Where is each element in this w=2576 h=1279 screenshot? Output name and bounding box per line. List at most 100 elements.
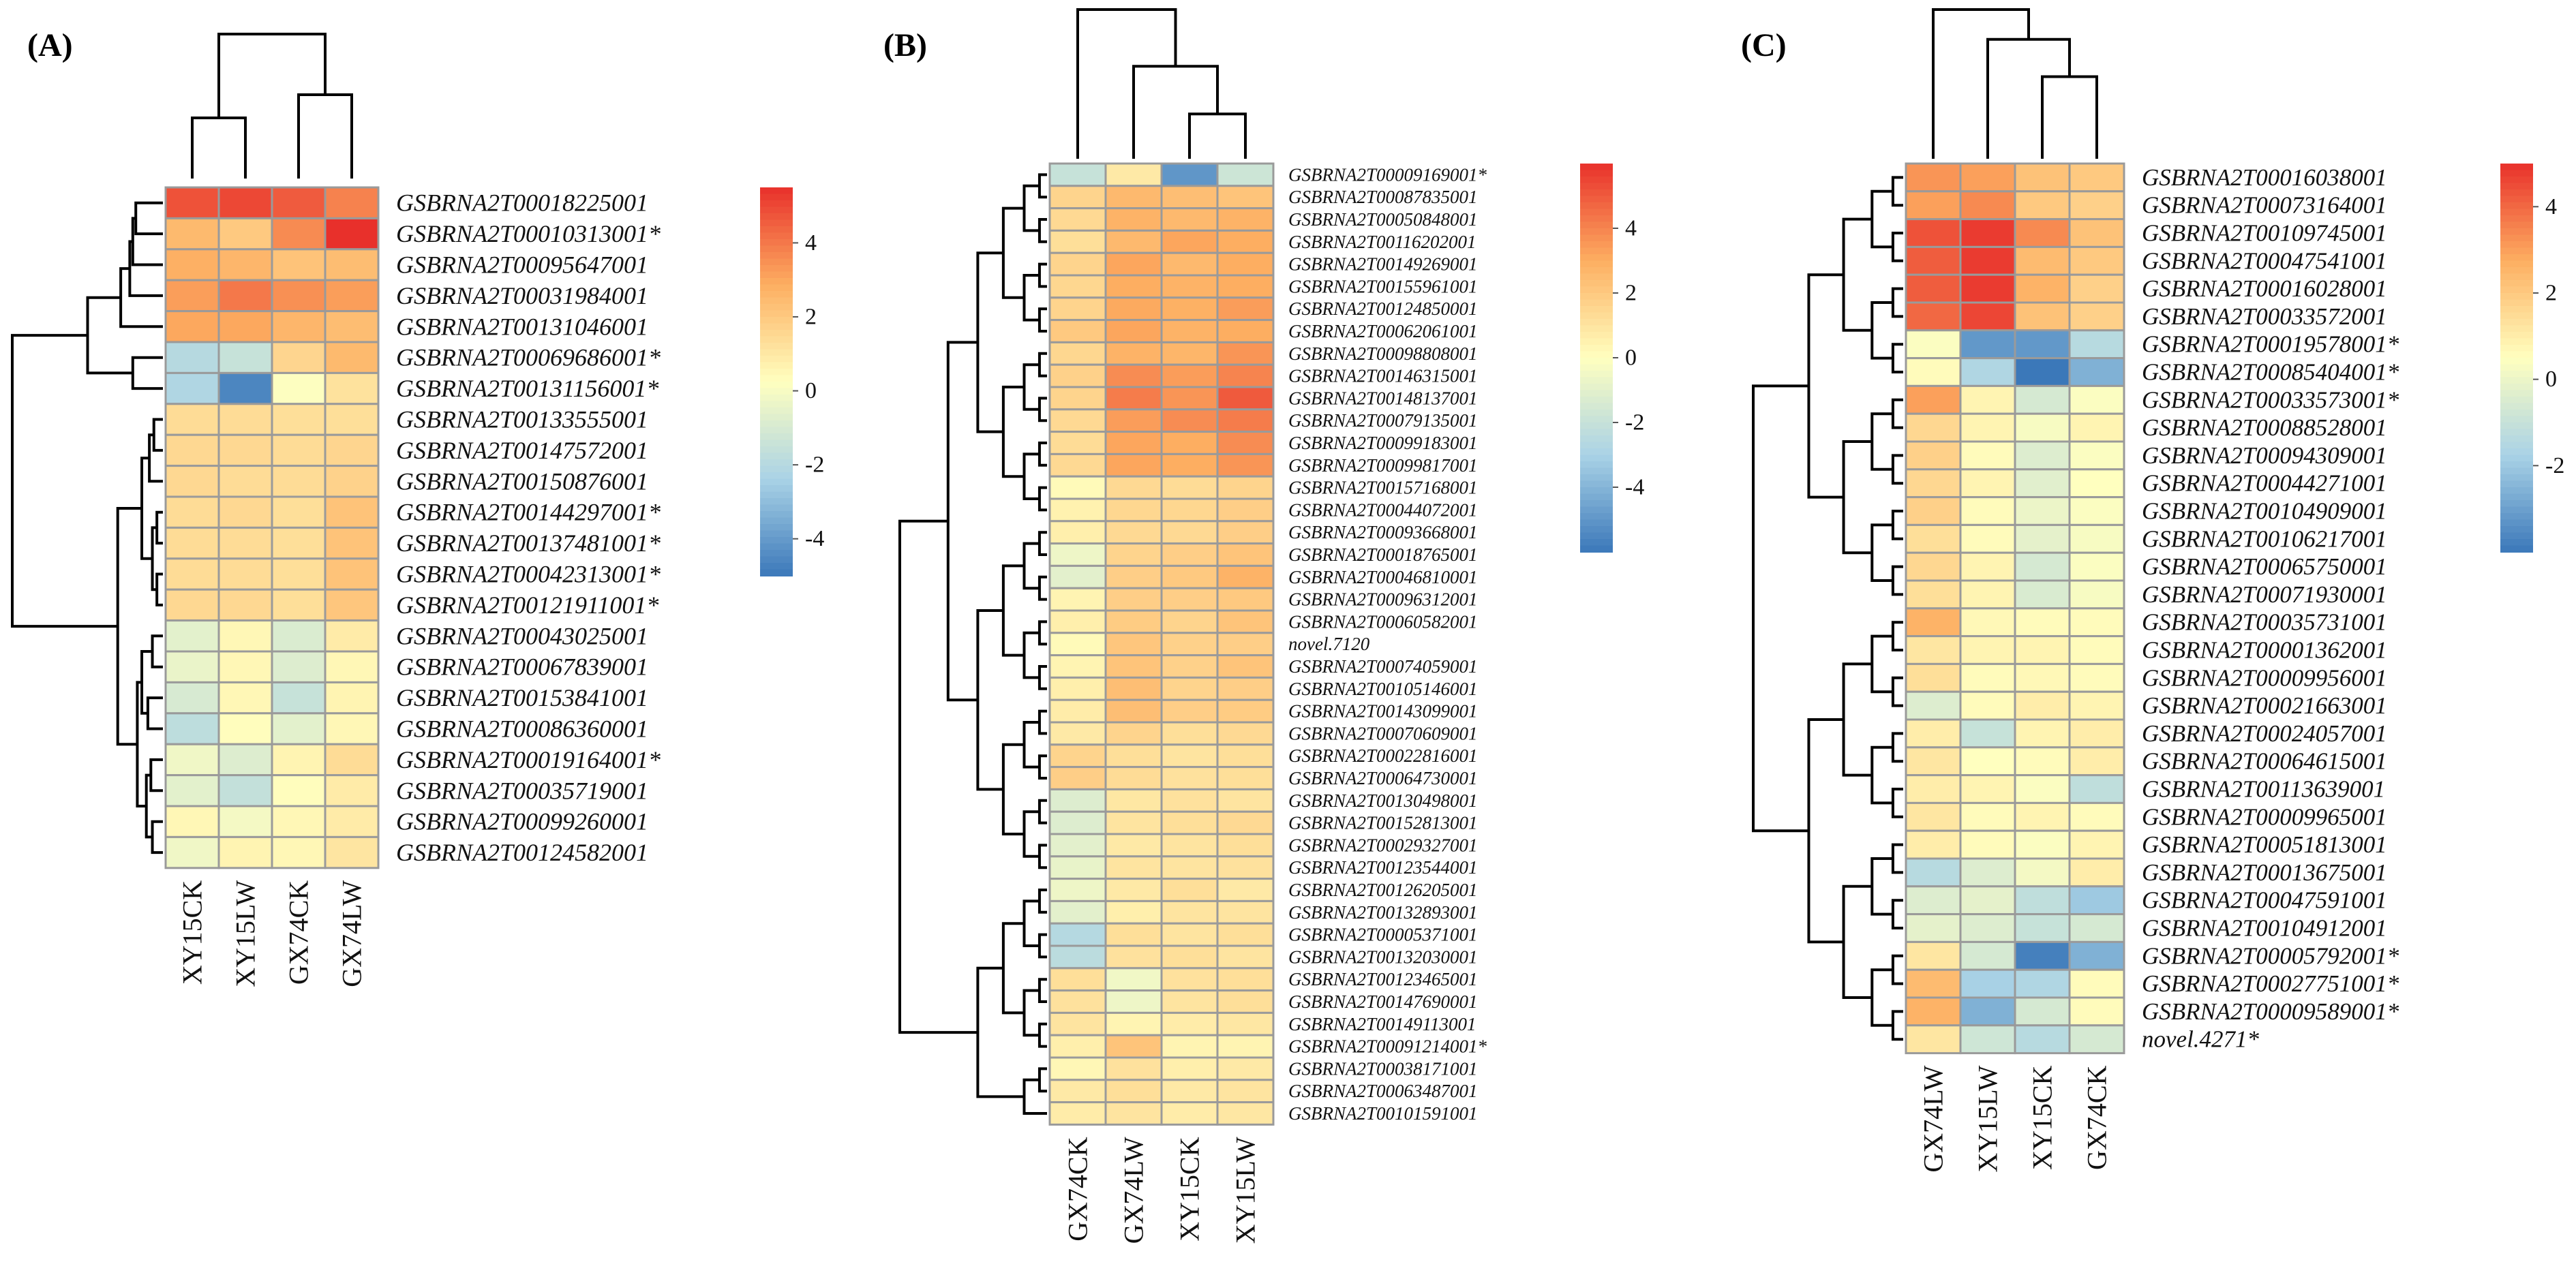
heatmap-cell [1216, 475, 1275, 500]
heatmap-cell [217, 186, 273, 219]
legend-tick-label: -4 [1625, 475, 1644, 500]
column-dendrogram-branch [1188, 112, 1247, 159]
row-label: GSBRNA2T00010313001* [396, 220, 661, 247]
heatmap-cell [1048, 408, 1107, 433]
heatmap-cell [1216, 542, 1275, 567]
heatmap-cell [164, 619, 220, 653]
legend-gradient-step [2500, 293, 2533, 301]
heatmap-cell [1104, 989, 1163, 1014]
legend-gradient-step [1580, 429, 1613, 436]
legend-gradient-step [2500, 176, 2533, 184]
heatmap-cell [271, 681, 327, 715]
heatmap-cell [1160, 162, 1219, 187]
heatmap-cell [1905, 690, 1962, 721]
row-dendrogram-branch [1891, 176, 1903, 207]
row-dendrogram-branch [1891, 565, 1903, 596]
legend-gradient-step [760, 194, 793, 201]
legend-gradient-step [2500, 377, 2533, 384]
row-label: GSBRNA2T00021663001 [2142, 692, 2387, 719]
panel-b-row-dendrogram [898, 173, 1047, 1115]
heatmap-cell [217, 712, 273, 745]
column-label: XY15CK [177, 880, 208, 985]
heatmap-cell [1160, 408, 1219, 433]
heatmap-cell [164, 835, 220, 869]
heatmap-cell [217, 835, 273, 869]
legend-gradient-step [1580, 474, 1613, 482]
legend-gradient-step [760, 446, 793, 454]
heatmap-cell [1216, 296, 1275, 322]
heatmap-cell [1905, 329, 1962, 360]
heatmap-cell [217, 805, 273, 838]
legend-gradient-step [760, 569, 793, 576]
row-label: GSBRNA2T00132893001 [1288, 902, 1478, 923]
legend-gradient-step [760, 530, 793, 538]
row-label: GSBRNA2T00150876001 [396, 467, 648, 495]
legend-gradient-step [1580, 176, 1613, 184]
legend-gradient-step [1580, 312, 1613, 320]
row-dendrogram-branch [1891, 843, 1903, 874]
heatmap-cell [1104, 274, 1163, 299]
legend-gradient-step [1580, 454, 1613, 462]
row-label: GSBRNA2T00106217001 [2142, 525, 2387, 552]
row-label: GSBRNA2T00009589001* [2142, 998, 2399, 1025]
legend-gradient-step [1580, 338, 1613, 345]
row-dendrogram-branch [1891, 676, 1903, 707]
heatmap-cell [1104, 855, 1163, 880]
heatmap-cell [1160, 274, 1219, 299]
legend-gradient-step [2500, 480, 2533, 488]
heatmap-cell [324, 465, 380, 498]
heatmap-cell [2068, 968, 2125, 999]
heatmap-cell [1048, 1011, 1107, 1036]
column-dendrogram-branch [2041, 75, 2098, 159]
row-label: GSBRNA2T00019578001* [2142, 331, 2399, 358]
heatmap-cell [1160, 363, 1219, 388]
legend-gradient-step [760, 284, 793, 292]
row-label: GSBRNA2T00024057001 [2142, 720, 2387, 747]
row-dendrogram-branch [155, 510, 163, 545]
row-dendrogram-branch [86, 296, 133, 375]
legend-gradient-step [760, 252, 793, 260]
heatmap-cell [1048, 520, 1107, 545]
heatmap-cell [217, 588, 273, 622]
heatmap-cell [217, 310, 273, 343]
row-label: GSBRNA2T00047591001 [2142, 887, 2387, 914]
heatmap-cell [1160, 855, 1219, 880]
legend-gradient-step [2500, 539, 2533, 546]
heatmap-cell [217, 650, 273, 683]
row-dendrogram-branch [1842, 884, 1873, 999]
heatmap-cell [1216, 1034, 1275, 1059]
row-label: GSBRNA2T00123465001 [1288, 969, 1478, 989]
row-dendrogram-branch [1037, 889, 1047, 914]
legend-gradient-step [1580, 280, 1613, 288]
heatmap-cell [164, 279, 220, 313]
heatmap-cell [2068, 551, 2125, 582]
heatmap-cell [1216, 989, 1275, 1014]
legend-tick-label: 4 [805, 230, 817, 256]
heatmap-cell [2068, 829, 2125, 860]
row-label: GSBRNA2T00124850001 [1288, 298, 1478, 319]
heatmap-cell [1104, 1101, 1163, 1126]
row-label: GSBRNA2T00009169001* [1288, 164, 1487, 185]
heatmap-cell [1216, 676, 1275, 701]
legend-gradient-step [2500, 234, 2533, 242]
heatmap-cell [1160, 1011, 1219, 1036]
heatmap-cell [1048, 788, 1107, 813]
panel-b-color-legend: -4 -2 0 2 4 [1580, 164, 1644, 553]
row-dendrogram-branch [1870, 412, 1893, 471]
legend-gradient-step [1580, 539, 1613, 546]
heatmap-cell [164, 371, 220, 405]
heatmap-cell [1160, 564, 1219, 589]
legend-tick-label: 2 [1625, 281, 1637, 306]
legend-gradient-step [760, 465, 793, 473]
legend-gradient-step [760, 200, 793, 208]
row-dendrogram-branch [134, 201, 163, 236]
heatmap-cell [2014, 829, 2071, 860]
row-dendrogram-branch [131, 356, 163, 390]
legend-gradient-step [760, 323, 793, 330]
legend-gradient-step [760, 219, 793, 227]
row-label: GSBRNA2T00063487001 [1288, 1081, 1478, 1101]
heatmap-cell [2068, 690, 2125, 721]
row-dendrogram-branch [976, 251, 1003, 433]
row-label: GSBRNA2T00016038001 [2142, 164, 2387, 191]
heatmap-cell [1104, 788, 1163, 813]
